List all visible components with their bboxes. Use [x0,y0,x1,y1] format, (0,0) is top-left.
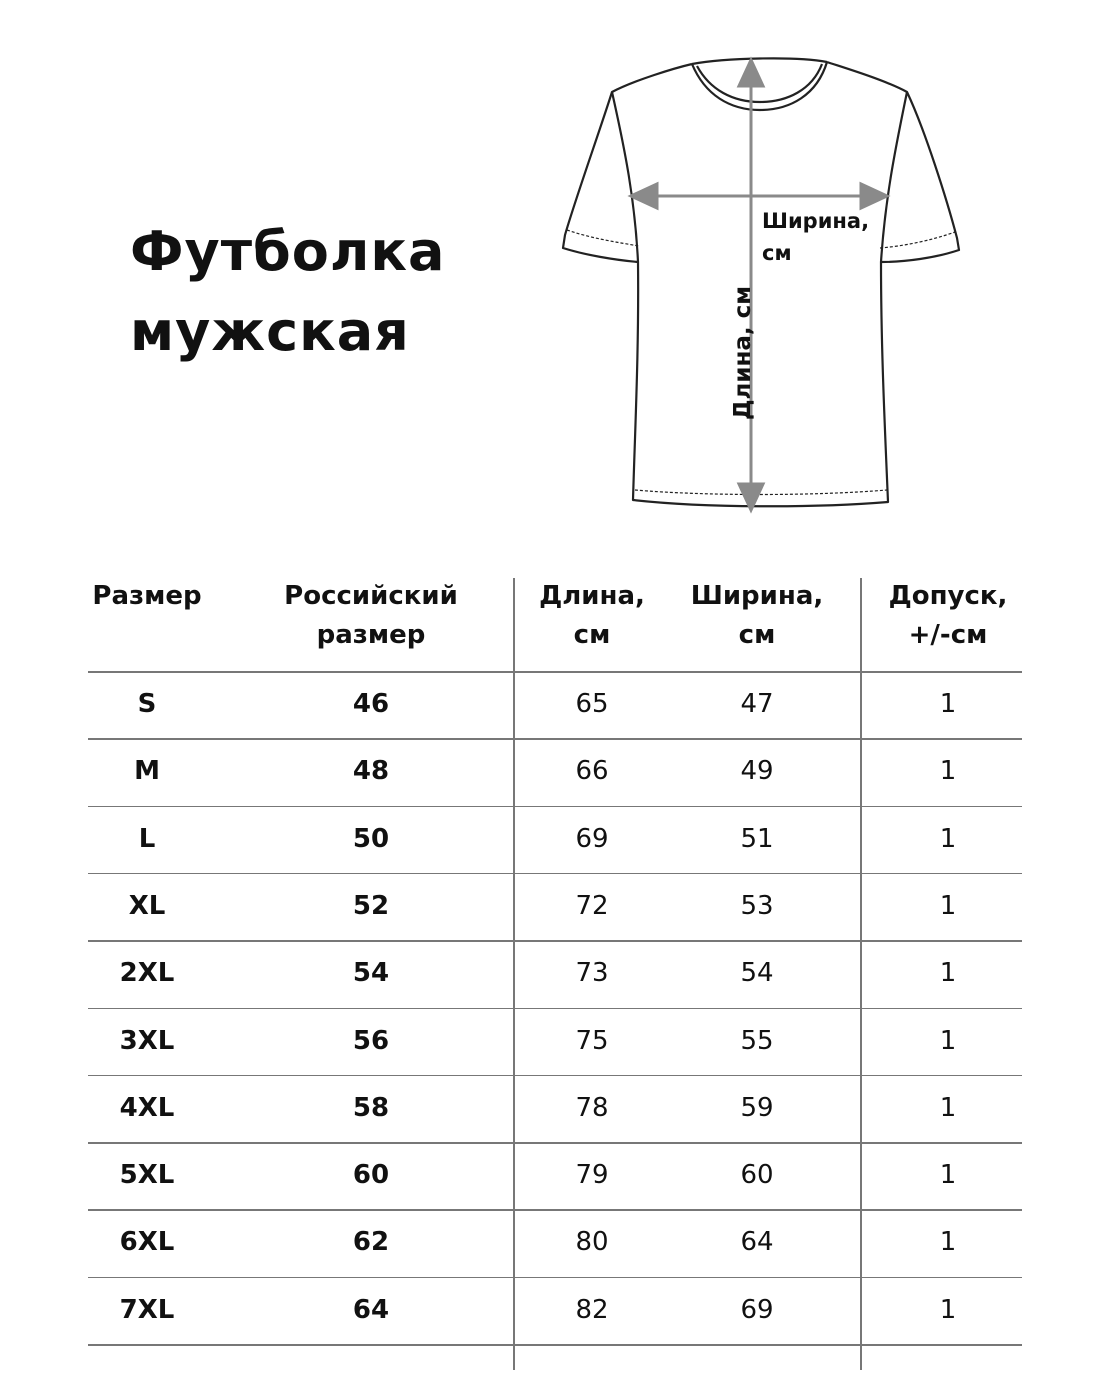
header-cell: Допуск, [888,581,1008,611]
column-divider [513,578,515,1370]
header-cell: +/-см [908,620,988,650]
table-cell: 52 [352,890,390,921]
table-cell: 82 [575,1294,609,1325]
table-cell: 48 [352,756,390,787]
table-cell: 62 [352,1227,390,1258]
table-cell: L [138,823,156,854]
header-cell: Российский [284,581,458,611]
table-cell: 64 [352,1294,390,1325]
row-divider [88,1074,1022,1077]
table-cell: 75 [575,1025,609,1056]
table-cell: 2XL [119,958,175,989]
table-cell: 55 [740,1025,774,1056]
table-cell: 53 [740,890,774,921]
tshirt-diagram [561,56,961,514]
title-line-1: Футболка [130,220,446,283]
row-divider [88,805,1022,808]
table-cell: 69 [740,1294,774,1325]
table-cell: 1 [939,1160,957,1191]
table-cell: 73 [575,958,609,989]
table-cell: 60 [740,1160,774,1191]
table-cell: 58 [352,1092,390,1123]
header-cell: Ширина, [690,581,824,611]
table-cell: 1 [939,689,957,719]
table-cell: 1 [939,756,957,787]
table-cell: 6XL [119,1227,175,1258]
row-divider [88,738,1022,740]
table-cell: 65 [575,689,609,719]
table-cell: 3XL [119,1025,175,1056]
table-cell: 1 [939,1092,957,1123]
table-cell: 1 [939,1227,957,1258]
table-cell: 54 [740,958,774,989]
header-cell: размер [316,620,426,650]
length-label: Длина, см [730,285,756,420]
table-cell: 1 [939,1025,957,1056]
table-cell: 60 [352,1160,390,1191]
table-cell: 56 [352,1025,390,1056]
table-cell: M [134,756,160,787]
table-cell: 1 [939,1294,957,1325]
table-cell: 79 [575,1160,609,1191]
table-cell: 47 [740,689,774,719]
row-divider [88,1209,1022,1211]
header-cell: см [738,620,776,650]
page-title: Футболка мужская [130,212,446,372]
table-cell: 7XL [119,1294,175,1325]
row-divider [88,1007,1022,1009]
table-cell: 1 [939,890,957,921]
table-cell: 51 [740,823,774,854]
width-label-line-2: см [762,241,792,265]
table-cell: S [137,689,157,719]
table-cell: 59 [740,1092,774,1123]
header-cell: Размер [92,581,202,611]
table-cell: 78 [575,1092,609,1123]
table-cell: 49 [740,756,774,787]
table-cell: 50 [352,823,390,854]
width-label-line-1: Ширина, [762,209,870,233]
row-divider [88,940,1022,942]
header-cell: Длина, [539,581,645,611]
table-cell: 1 [939,958,957,989]
table-cell: 80 [575,1227,609,1258]
table-cell: 1 [939,823,957,854]
table-cell: 69 [575,823,609,854]
width-label: Ширина, см [762,205,869,269]
row-divider [88,1142,1022,1144]
row-divider [88,872,1022,875]
row-divider [88,671,1022,673]
table-cell: 72 [575,890,609,921]
header-cell: см [573,620,611,650]
column-divider [860,578,862,1370]
row-divider [88,1344,1022,1346]
table-cell: XL [128,890,166,921]
table-cell: 46 [352,689,390,719]
table-cell: 66 [575,756,609,787]
title-line-2: мужская [130,300,410,363]
table-cell: 64 [740,1227,774,1258]
table-cell: 54 [352,958,390,989]
row-divider [88,1276,1022,1279]
table-cell: 5XL [119,1160,175,1191]
table-cell: 4XL [119,1092,175,1123]
